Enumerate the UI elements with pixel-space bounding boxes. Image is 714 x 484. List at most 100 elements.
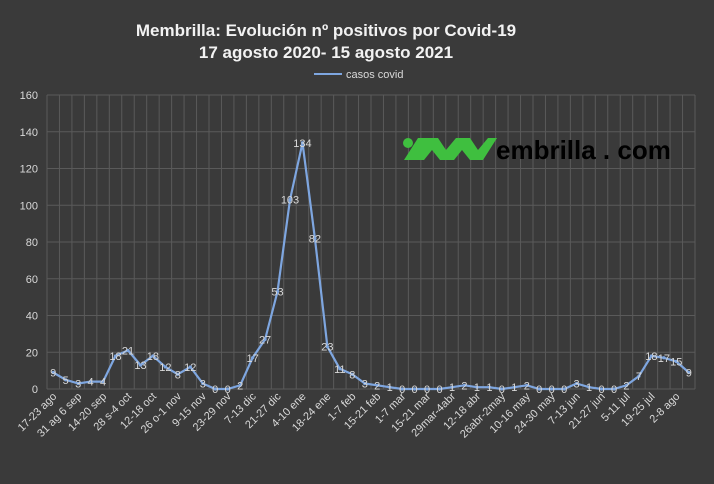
data-point <box>176 372 180 376</box>
data-label: 0 <box>412 384 418 396</box>
data-point <box>213 387 217 391</box>
data-point <box>363 381 367 386</box>
data-point <box>562 387 566 391</box>
data-label: 0 <box>424 384 430 396</box>
data-label: 134 <box>293 138 311 150</box>
data-point <box>338 367 342 371</box>
data-label: 1 <box>511 382 517 394</box>
data-label: 1 <box>586 382 592 394</box>
data-label: 2 <box>461 380 467 392</box>
data-point <box>201 381 205 386</box>
data-label: 0 <box>499 384 505 396</box>
data-point <box>188 365 192 369</box>
y-tick-label: 40 <box>26 311 38 323</box>
data-label: 0 <box>212 384 218 396</box>
series-layer <box>51 141 691 391</box>
data-label: 0 <box>598 384 604 396</box>
data-label: 27 <box>259 334 271 346</box>
legend: casos covid <box>314 69 403 81</box>
gridlines <box>46 94 696 390</box>
y-tick-label: 20 <box>26 347 38 359</box>
data-label: 12 <box>184 362 196 374</box>
y-tick-label: 100 <box>20 200 38 212</box>
data-point <box>76 381 80 386</box>
y-tick-label: 140 <box>20 127 38 139</box>
y-tick-label: 80 <box>26 237 38 249</box>
logo-dot <box>403 138 413 148</box>
data-point <box>313 236 317 240</box>
data-label: 0 <box>225 384 231 396</box>
data-label: 18 <box>147 351 159 363</box>
data-label: 3 <box>362 378 368 390</box>
data-label: 17 <box>658 353 670 365</box>
data-point <box>550 387 554 391</box>
data-point <box>413 387 417 391</box>
data-point <box>587 385 591 389</box>
data-label: 1 <box>387 382 393 394</box>
data-label: 0 <box>549 384 555 396</box>
data-point <box>624 383 629 387</box>
chart-subtitle: 17 agosto 2020- 15 agosto 2021 <box>199 43 453 62</box>
data-point <box>500 387 504 391</box>
data-label: 21 <box>122 345 134 357</box>
data-label: 2 <box>623 380 629 392</box>
data-point <box>537 387 541 391</box>
data-label: 4 <box>88 377 94 389</box>
data-point <box>687 370 691 375</box>
logo-text: embrilla . com <box>496 135 671 165</box>
data-point <box>662 356 666 360</box>
data-label: 103 <box>281 195 299 207</box>
data-label: 18 <box>645 351 657 363</box>
data-label: 3 <box>200 378 206 390</box>
data-label: 2 <box>237 380 243 392</box>
data-point <box>462 383 467 387</box>
data-label: 7 <box>636 371 642 383</box>
logo-m-shape <box>404 138 497 160</box>
data-label: 15 <box>670 356 682 368</box>
data-label: 53 <box>271 287 283 299</box>
data-label: 4 <box>100 377 106 389</box>
data-point <box>475 385 479 389</box>
data-point <box>238 383 242 387</box>
data-point <box>350 372 354 376</box>
chart-title: Membrilla: Evolución nº positivos por Co… <box>136 21 516 40</box>
data-point <box>300 141 305 145</box>
data-point <box>89 380 93 384</box>
data-point <box>51 370 55 375</box>
data-point <box>450 385 454 389</box>
data-label: 0 <box>436 384 442 396</box>
y-tick-label: 0 <box>32 384 38 396</box>
data-point <box>649 354 653 358</box>
data-point <box>113 354 118 358</box>
data-point <box>575 381 579 386</box>
data-point <box>101 380 105 384</box>
data-label: 0 <box>399 384 405 396</box>
y-tick-label: 160 <box>20 90 38 102</box>
series-line <box>52 141 690 391</box>
data-label: 12 <box>159 362 171 374</box>
data-label: 17 <box>246 353 258 365</box>
data-label: 2 <box>374 380 380 392</box>
data-point <box>512 385 516 389</box>
membrilla-logo: embrilla . com <box>403 135 671 165</box>
data-label: 1 <box>486 382 492 394</box>
data-label: 11 <box>334 364 345 376</box>
y-tick-label: 120 <box>20 164 38 176</box>
data-point <box>375 383 379 387</box>
data-label: 1 <box>449 382 455 394</box>
data-point <box>126 348 130 353</box>
data-label: 1 <box>474 382 480 394</box>
data-point <box>425 387 429 391</box>
data-point <box>64 378 68 382</box>
data-point <box>612 387 616 391</box>
data-label: 8 <box>349 369 355 381</box>
data-point <box>388 385 392 389</box>
data-point <box>288 198 292 202</box>
data-label: 13 <box>134 360 146 372</box>
data-label: 23 <box>321 342 333 354</box>
data-point <box>674 359 678 364</box>
data-label: 82 <box>309 233 321 245</box>
